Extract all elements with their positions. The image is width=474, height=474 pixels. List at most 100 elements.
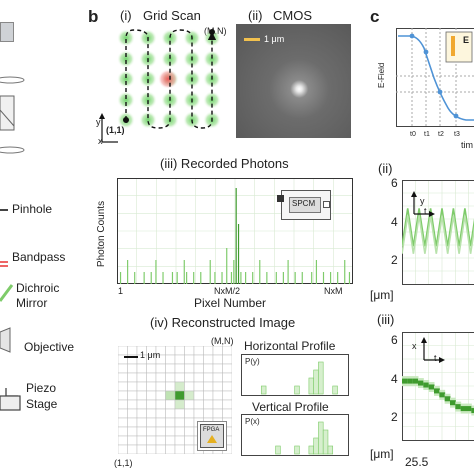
recon-pixel [222, 444, 232, 454]
recon-pixel [136, 390, 147, 401]
recon-pixel [212, 399, 223, 410]
bot-axis-t: t [434, 353, 437, 363]
recon-pixel [184, 444, 195, 454]
cmos-scalebar-label: 1 μm [264, 34, 285, 44]
recorded-bar [275, 272, 277, 284]
recon-pixel [174, 381, 185, 392]
recon-pixel [165, 346, 176, 356]
mirror-label: Mirror [16, 296, 48, 310]
recon-pixel [165, 435, 176, 446]
recorded-bar [301, 272, 303, 284]
recorded-bar [162, 272, 164, 284]
grid-spot [139, 70, 157, 88]
grid-spot [161, 29, 179, 47]
trajectory-line [402, 208, 474, 247]
bandpass-icon [0, 261, 8, 263]
recon-pixel [222, 408, 232, 419]
recon-pixel [222, 354, 232, 365]
recon-pixel [165, 354, 176, 365]
recon-pixel [127, 381, 138, 392]
recon-pixel [203, 346, 214, 356]
mid-ytick-2: 2 [391, 253, 398, 267]
dichroic-icon [0, 284, 14, 302]
recon-pixel [193, 363, 204, 374]
spcm-label: SPCM [292, 199, 316, 208]
efield-tick-3: t3 [454, 131, 460, 138]
recorded-bar [176, 272, 178, 284]
recon-pixel [127, 426, 138, 437]
cmos-image: 1 μm [236, 24, 351, 138]
recon-pixel [146, 372, 157, 383]
vertical-profile-title: Vertical Profile [252, 400, 329, 414]
recon-pixel [174, 372, 185, 383]
recon-pixel [174, 426, 185, 437]
profile-bar [294, 445, 300, 455]
recon-pixel [136, 435, 147, 446]
stage-label: Stage [26, 397, 58, 411]
vertical-profile-plot [241, 414, 349, 456]
grid-spot [203, 50, 221, 68]
vertical-profile-axis: P(x) [245, 417, 260, 426]
recon-pixel [146, 390, 157, 401]
recorded-bar [240, 272, 242, 284]
profile-bar [308, 445, 314, 455]
recon-pixel [184, 346, 195, 356]
recorded-tick-1: 1 [118, 286, 124, 296]
recon-pixel [193, 399, 204, 410]
scan-path [125, 29, 217, 129]
trace-cell [418, 380, 424, 386]
recon-pixel [212, 354, 223, 365]
recon-pixel [203, 408, 214, 419]
recon-pixel [203, 399, 214, 410]
recorded-bar [127, 260, 129, 284]
recon-pixel [174, 399, 185, 410]
efield-tick-0: t0 [410, 131, 416, 138]
recorded-bar [226, 248, 228, 284]
bot-axis-x: x [412, 341, 417, 351]
spcm-box: SPCM [277, 190, 331, 220]
panel-c-letter: c [370, 7, 380, 26]
recon-pixel [174, 363, 185, 374]
reconstructed-title: (iv) Reconstructed Image [150, 315, 296, 330]
profile-bar [313, 437, 319, 455]
objective-label: Objective [24, 340, 75, 354]
recorded-bar [337, 272, 339, 284]
recon-pixel [212, 363, 223, 374]
recon-pixel [193, 372, 204, 383]
recon-pixel [155, 435, 166, 446]
recon-pixel [174, 346, 185, 356]
recon-pixel [222, 399, 232, 410]
recon-pixel [155, 426, 166, 437]
bot-axes [421, 337, 445, 363]
recon-pixel [136, 363, 147, 374]
recorded-bar [171, 272, 174, 284]
recon-pixel [127, 372, 138, 383]
mid-axis-y: y [420, 196, 425, 206]
recon-pixel [184, 363, 195, 374]
efield-legend-box [445, 31, 473, 63]
recon-pixel [136, 426, 147, 437]
efield-legend-label: E [463, 35, 470, 45]
recon-pixel [184, 390, 195, 401]
recon-pixel [203, 390, 214, 401]
recon-pixel [203, 363, 214, 374]
recon-pixel [193, 408, 204, 419]
recon-pixel [174, 444, 185, 454]
recorded-bar [155, 260, 157, 284]
recon-pixel [127, 399, 138, 410]
recon-pixel [184, 435, 195, 446]
horizontal-profile-title: Horizontal Profile [244, 339, 336, 353]
recorded-bar [287, 260, 289, 284]
bot-ytick-6: 6 [391, 333, 398, 347]
trace-cell [455, 404, 462, 410]
recon-pixel [184, 408, 195, 419]
recon-pixel [118, 372, 128, 383]
panel-b-letter: b [88, 7, 99, 26]
fpga-chip: FPGA [200, 424, 224, 448]
recon-scalebar-label: 1 μm [140, 350, 161, 360]
recon-pixel [118, 346, 128, 356]
recon-pixel [118, 444, 128, 454]
trace-cell [439, 392, 446, 398]
recorded-bar [311, 272, 313, 284]
recon-pixel [118, 408, 128, 419]
